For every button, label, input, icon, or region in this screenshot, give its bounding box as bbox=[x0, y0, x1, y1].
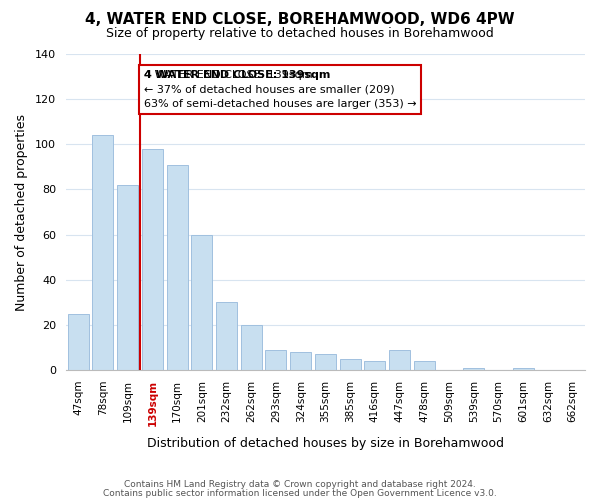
Bar bbox=[389, 350, 410, 370]
Bar bbox=[414, 361, 435, 370]
Text: Size of property relative to detached houses in Borehamwood: Size of property relative to detached ho… bbox=[106, 28, 494, 40]
Bar bbox=[68, 314, 89, 370]
Bar bbox=[191, 234, 212, 370]
Bar bbox=[241, 325, 262, 370]
Bar bbox=[340, 359, 361, 370]
Bar bbox=[216, 302, 237, 370]
Text: Contains public sector information licensed under the Open Government Licence v3: Contains public sector information licen… bbox=[103, 488, 497, 498]
Bar bbox=[265, 350, 286, 370]
Text: 4 WATER END CLOSE: 139sqm
← 37% of detached houses are smaller (209)
63% of semi: 4 WATER END CLOSE: 139sqm ← 37% of detac… bbox=[143, 70, 416, 110]
Bar bbox=[92, 136, 113, 370]
Bar bbox=[167, 164, 188, 370]
Y-axis label: Number of detached properties: Number of detached properties bbox=[15, 114, 28, 310]
Text: 4 WATER END CLOSE: 139sqm: 4 WATER END CLOSE: 139sqm bbox=[143, 70, 330, 80]
Bar bbox=[364, 361, 385, 370]
Bar bbox=[315, 354, 336, 370]
Text: 4, WATER END CLOSE, BOREHAMWOOD, WD6 4PW: 4, WATER END CLOSE, BOREHAMWOOD, WD6 4PW bbox=[85, 12, 515, 28]
Bar bbox=[512, 368, 533, 370]
Bar bbox=[142, 149, 163, 370]
Bar bbox=[463, 368, 484, 370]
Text: Contains HM Land Registry data © Crown copyright and database right 2024.: Contains HM Land Registry data © Crown c… bbox=[124, 480, 476, 489]
Bar bbox=[117, 185, 138, 370]
X-axis label: Distribution of detached houses by size in Borehamwood: Distribution of detached houses by size … bbox=[147, 437, 504, 450]
Bar bbox=[290, 352, 311, 370]
